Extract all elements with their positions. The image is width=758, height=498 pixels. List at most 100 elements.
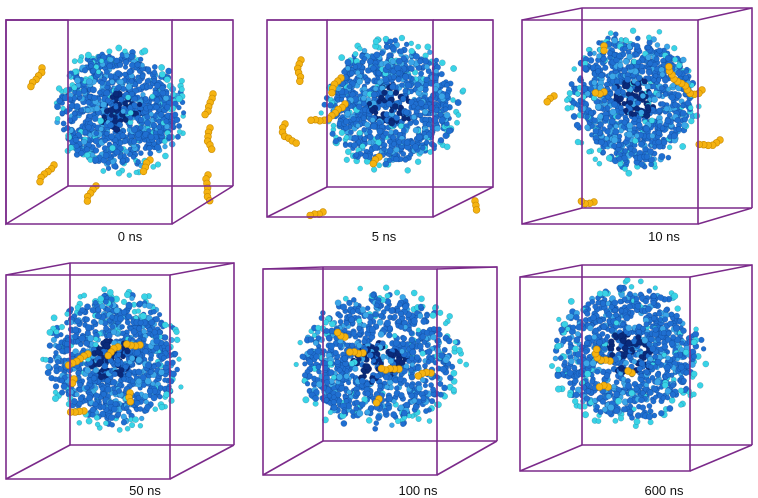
surfactant-bead <box>343 373 350 380</box>
surfactant-bead <box>135 394 142 401</box>
surfactant-bead <box>662 91 669 98</box>
surfactant-bead <box>671 45 678 52</box>
surfactant-bead <box>584 124 591 131</box>
box-wireframe <box>5 262 235 480</box>
surfactant-bead <box>74 304 82 311</box>
surfactant-bead <box>402 156 409 163</box>
surfactant-bead <box>628 64 635 70</box>
surfactant-bead <box>454 119 460 126</box>
surfactant-bead <box>342 327 348 333</box>
surfactant-bead <box>415 415 422 422</box>
surfactant-bead <box>88 63 94 69</box>
surfactant-bead <box>338 96 345 103</box>
surfactant-bead <box>390 134 397 141</box>
surfactant-bead <box>419 376 426 383</box>
surfactant-bead <box>63 108 71 115</box>
surfactant-bead <box>338 129 346 136</box>
surfactant-bead <box>636 122 643 129</box>
surfactant-bead <box>681 116 688 123</box>
surfactant-bead <box>423 63 430 70</box>
surfactant-bead <box>348 129 354 136</box>
surfactant-bead <box>147 150 154 157</box>
surfactant-bead <box>168 378 175 385</box>
surfactant-bead <box>384 384 390 390</box>
surfactant-bead <box>680 103 686 109</box>
surfactant-bead <box>136 77 143 85</box>
surfactant-bead <box>441 346 448 353</box>
surfactant-bead <box>376 319 384 326</box>
surfactant-bead <box>352 51 359 57</box>
surfactant-bead <box>382 76 389 83</box>
surfactant-bead <box>93 105 101 112</box>
surfactant-bead <box>360 95 367 102</box>
surfactant-bead <box>409 343 416 350</box>
surfactant-bead <box>399 294 406 301</box>
surfactant-bead <box>128 53 136 60</box>
surfactant-bead <box>424 342 431 349</box>
surfactant-bead <box>84 303 91 311</box>
surfactant-bead <box>618 127 624 134</box>
surfactant-bead <box>127 109 134 116</box>
surfactant-bead <box>664 117 672 125</box>
surfactant-bead <box>336 373 343 381</box>
surfactant-bead <box>94 312 102 320</box>
surfactant-bead <box>158 403 166 411</box>
surfactant-bead <box>327 369 335 376</box>
surfactant-bead <box>345 65 351 72</box>
surfactant-bead <box>349 342 356 349</box>
surfactant-bead <box>120 309 128 316</box>
surfactant-bead <box>104 130 110 137</box>
surfactant-bead <box>665 154 672 161</box>
surfactant-bead <box>117 78 125 86</box>
surfactant-bead <box>393 156 400 163</box>
surfactant-bead <box>336 367 343 374</box>
surfactant-bead <box>635 59 642 66</box>
surfactant-bead <box>84 146 90 153</box>
surfactant-bead <box>639 68 646 75</box>
surfactant-bead <box>93 414 100 421</box>
surfactant-bead <box>341 354 349 362</box>
surfactant-bead <box>408 374 416 381</box>
surfactant-bead <box>138 415 145 422</box>
panel-5ns: 5 ns <box>253 0 506 249</box>
surfactant-bead <box>125 83 133 91</box>
surfactant-bead <box>128 78 135 84</box>
surfactant-bead <box>162 143 168 150</box>
surfactant-bead <box>111 371 118 378</box>
surfactant-bead <box>113 104 119 110</box>
surfactant-bead <box>111 118 119 125</box>
surfactant-bead <box>302 361 308 367</box>
surfactant-bead <box>116 426 123 433</box>
surfactant-bead <box>122 48 128 54</box>
surfactant-bead <box>659 71 666 78</box>
surfactant-bead <box>601 97 608 104</box>
surfactant-bead <box>419 333 427 340</box>
surfactant-bead <box>574 138 582 146</box>
surfactant-bead <box>145 302 153 310</box>
surfactant-bead <box>346 299 353 307</box>
surfactant-bead <box>92 366 100 374</box>
surfactant-bead <box>366 100 373 107</box>
surfactant-bead <box>395 57 403 65</box>
surfactant-bead <box>376 98 382 105</box>
surfactant-bead <box>84 324 92 332</box>
surfactant-bead <box>625 131 633 139</box>
surfactant-bead <box>432 74 439 81</box>
surfactant-bead <box>85 78 93 86</box>
surfactant-bead <box>442 320 449 327</box>
solute-molecule <box>414 368 435 380</box>
surfactant-bead <box>631 147 638 154</box>
surfactant-bead <box>400 421 406 428</box>
surfactant-bead <box>616 155 623 162</box>
surfactant-bead <box>376 162 383 169</box>
surfactant-bead <box>158 369 165 376</box>
surfactant-bead <box>153 344 160 352</box>
surfactant-bead <box>322 319 330 326</box>
surfactant-bead <box>71 84 78 91</box>
solute-bead <box>296 77 304 86</box>
surfactant-bead <box>53 349 59 356</box>
surfactant-bead <box>327 102 334 109</box>
surfactant-bead <box>122 363 129 370</box>
surfactant-bead <box>621 119 628 126</box>
surfactant-bead <box>377 383 384 389</box>
